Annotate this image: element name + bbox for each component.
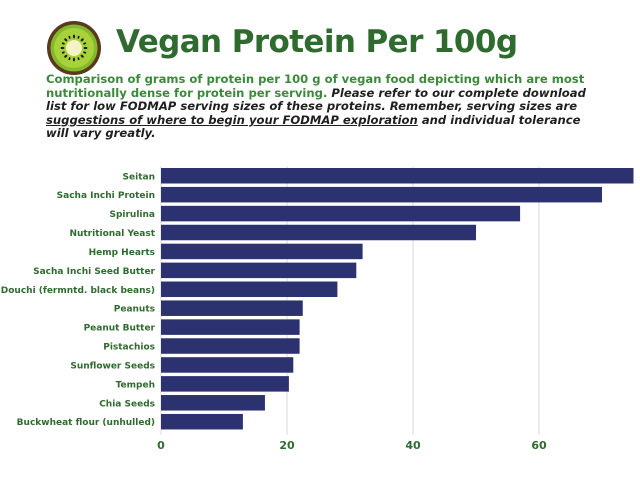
- category-label: Sacha Inchi Seed Butter: [33, 267, 155, 277]
- description-underlined: suggestions of where to begin your FODMA…: [46, 112, 418, 127]
- category-label: Pistachios: [103, 343, 155, 353]
- x-tick-label: 40: [405, 439, 421, 452]
- category-label: Hemp Hearts: [89, 248, 155, 258]
- chart-area: Seitan Sacha Inchi Protein Spirulina Nutrit…: [0, 150, 640, 480]
- bar: [161, 395, 265, 411]
- category-label: Buckwheat flour (unhulled): [17, 418, 155, 428]
- category-label: Seitan: [123, 172, 155, 182]
- header: Vegan Protein Per 100g Comparison of gra…: [0, 0, 640, 150]
- kiwi-icon: [47, 21, 101, 75]
- category-label: Chia Seeds: [99, 399, 155, 409]
- description-lead: Comparison of grams of protein per 100 g…: [46, 72, 585, 100]
- bar: [161, 281, 338, 298]
- bar: [161, 224, 476, 241]
- description-body: Please refer to our complete download li…: [46, 85, 586, 114]
- chart-description: Comparison of grams of protein per 100 g…: [46, 72, 606, 141]
- category-label: Nutritional Yeast: [69, 229, 155, 239]
- bar: [161, 168, 634, 184]
- x-tick-label: 0: [157, 439, 165, 452]
- bar: [161, 357, 294, 373]
- category-label: Douchi (fermntd. black beans): [1, 286, 155, 296]
- bar: [161, 376, 289, 392]
- bar: [161, 243, 363, 260]
- category-label: Sacha Inchi Protein: [57, 191, 155, 201]
- category-label: Peanut Butter: [84, 324, 156, 334]
- bar: [161, 186, 602, 203]
- category-label: Spirulina: [109, 210, 155, 220]
- bar: [161, 319, 300, 335]
- bar: [161, 205, 521, 222]
- bar: [161, 413, 243, 430]
- bar: [161, 262, 357, 279]
- category-label: Peanuts: [114, 305, 155, 315]
- description-tail: and individual tolerance will vary great…: [46, 112, 581, 141]
- category-label: Tempeh: [116, 380, 155, 390]
- x-tick-label: 60: [531, 439, 547, 452]
- bar-chart: Seitan Sacha Inchi Protein Spirulina Nutrit…: [1, 166, 634, 452]
- category-label: Sunflower Seeds: [70, 361, 155, 371]
- bar: [161, 338, 300, 354]
- x-tick-label: 20: [279, 439, 295, 452]
- bar: [161, 300, 303, 316]
- page-title: Vegan Protein Per 100g: [116, 24, 518, 60]
